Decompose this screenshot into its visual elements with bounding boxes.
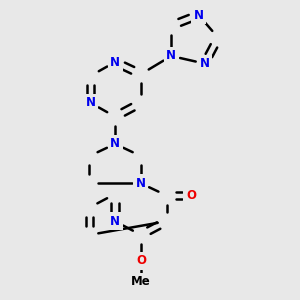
Text: N: N bbox=[110, 215, 120, 228]
Text: Me: Me bbox=[131, 275, 151, 288]
Text: N: N bbox=[110, 137, 120, 150]
Text: N: N bbox=[86, 97, 96, 110]
Text: O: O bbox=[136, 254, 146, 267]
Text: N: N bbox=[194, 8, 203, 22]
Text: N: N bbox=[200, 57, 210, 70]
Text: N: N bbox=[166, 50, 176, 62]
Text: O: O bbox=[136, 254, 146, 267]
Text: N: N bbox=[110, 56, 120, 68]
Text: N: N bbox=[136, 177, 146, 190]
Text: O: O bbox=[186, 189, 196, 202]
